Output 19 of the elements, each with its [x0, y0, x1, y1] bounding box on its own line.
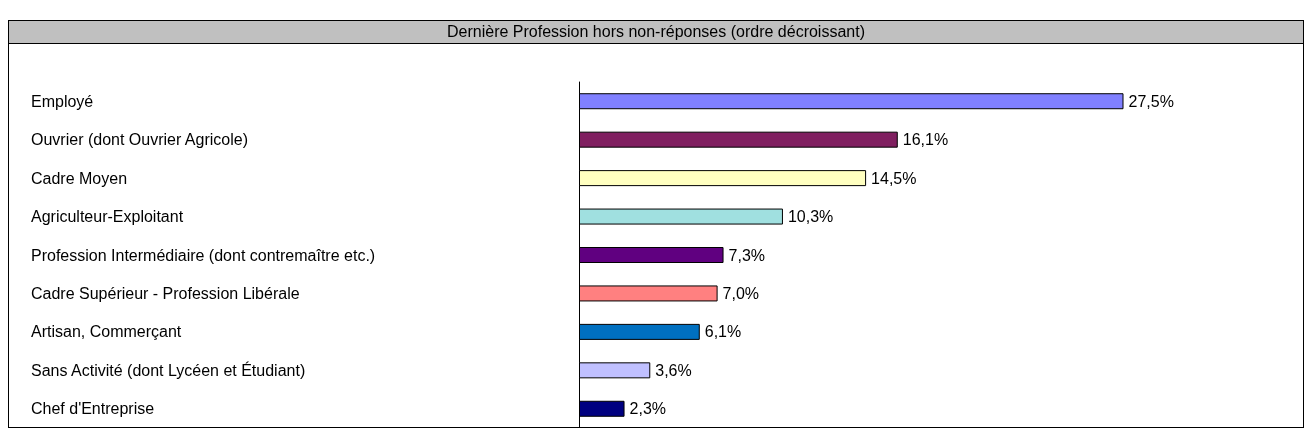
- data-label: 10,3%: [787, 208, 834, 226]
- data-label: 3,6%: [655, 361, 692, 379]
- y-tick-label: Cadre Moyen: [31, 169, 128, 187]
- data-label: 7,3%: [728, 246, 766, 264]
- chart-title: Dernière Profession hors non-réponses (ordre décroissant): [9, 21, 1303, 44]
- y-tick-label: Chef d'Entreprise: [31, 400, 155, 418]
- y-tick-label: Sans Activité (dont Lycéen et Étudiant): [31, 360, 306, 379]
- y-tick-label: Cadre Supérieur - Profession Libérale: [31, 284, 300, 302]
- y-tick-label: Artisan, Commerçant: [31, 323, 182, 341]
- data-label: 27,5%: [1128, 92, 1174, 110]
- data-label: 2,3%: [629, 400, 667, 418]
- y-tick-label: Ouvrier (dont Ouvrier Agricole): [31, 131, 248, 149]
- y-tick-label: Agriculteur-Exploitant: [31, 208, 184, 226]
- y-tick-label: Profession Intermédiaire (dont contremaître etc.): [31, 246, 376, 264]
- data-label: 14,5%: [871, 169, 917, 187]
- data-label: 16,1%: [902, 131, 949, 149]
- data-label: 6,1%: [704, 323, 742, 341]
- y-tick-label: Employé: [31, 92, 94, 110]
- data-label: 7,0%: [722, 284, 760, 302]
